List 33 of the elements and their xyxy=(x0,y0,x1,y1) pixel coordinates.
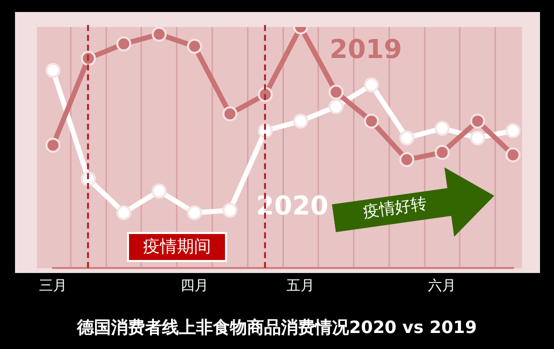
point xyxy=(506,123,520,138)
point xyxy=(187,38,202,54)
point xyxy=(364,77,379,92)
point xyxy=(328,84,344,100)
point xyxy=(328,99,344,114)
point xyxy=(80,50,96,66)
point xyxy=(399,130,414,146)
x-tick-label: 六月 xyxy=(428,278,456,294)
point xyxy=(46,138,60,153)
series-label: 2020 xyxy=(256,192,328,222)
point xyxy=(364,114,379,129)
text: 德国消费者线上非食物商品消费情况2020 vs 2019 xyxy=(76,317,478,339)
point xyxy=(222,106,238,122)
point xyxy=(434,120,450,136)
annotation: 疫情期间 xyxy=(127,232,227,262)
x-tick-label: 五月 xyxy=(286,278,315,294)
point xyxy=(470,130,486,146)
point xyxy=(506,147,520,162)
x-tick-label: 三月 xyxy=(39,278,67,294)
annotation: 疫情好转 xyxy=(360,192,429,224)
point xyxy=(293,114,308,129)
point xyxy=(470,114,486,129)
point xyxy=(399,152,414,168)
point xyxy=(434,144,450,160)
point xyxy=(116,205,132,220)
series-label: 2019 xyxy=(330,34,402,65)
point xyxy=(46,62,60,78)
point xyxy=(152,184,167,199)
x-tick-label: 四月 xyxy=(180,278,209,294)
point xyxy=(152,27,167,42)
point xyxy=(187,205,202,220)
point xyxy=(116,36,132,52)
point xyxy=(222,202,238,218)
